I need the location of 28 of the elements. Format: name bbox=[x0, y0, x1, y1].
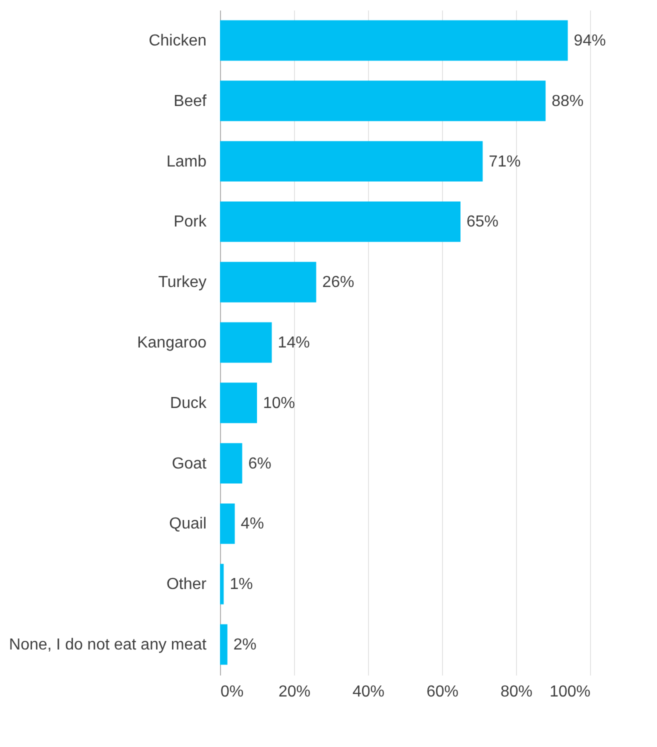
y-tick-label: None, I do not eat any meat bbox=[9, 636, 208, 654]
data-label: 71% bbox=[488, 153, 521, 170]
data-label: 14% bbox=[278, 334, 310, 352]
x-tick-label: 0% bbox=[220, 684, 244, 700]
y-tick-label: Other bbox=[166, 576, 208, 594]
data-label: 26% bbox=[322, 274, 354, 292]
y-tick-label: Quail bbox=[169, 516, 206, 533]
y-tick-label: Kangaroo bbox=[137, 334, 207, 352]
x-tick-label: 80% bbox=[500, 684, 533, 700]
y-tick-label: Chicken bbox=[148, 32, 206, 50]
x-tick-label: 60% bbox=[426, 684, 459, 700]
data-label: 4% bbox=[240, 516, 264, 533]
y-tick-label: Goat bbox=[172, 455, 208, 472]
data-label: 94% bbox=[574, 32, 606, 50]
data-label: 1% bbox=[230, 576, 253, 594]
data-label: 65% bbox=[466, 214, 499, 231]
data-label: 2% bbox=[233, 636, 257, 654]
y-tick-label: Beef bbox=[174, 92, 208, 110]
y-tick-label: Duck bbox=[170, 394, 208, 412]
y-tick-label: Pork bbox=[174, 214, 208, 231]
y-tick-label: Turkey bbox=[158, 274, 206, 292]
y-tick-label: Lamb bbox=[166, 153, 207, 170]
data-label: 88% bbox=[552, 92, 584, 110]
x-tick-label: 100% bbox=[550, 684, 590, 700]
data-label: 10% bbox=[263, 394, 296, 412]
x-tick-label: 40% bbox=[352, 684, 385, 700]
data-label: 6% bbox=[248, 455, 272, 472]
x-tick-label: 20% bbox=[278, 684, 311, 700]
